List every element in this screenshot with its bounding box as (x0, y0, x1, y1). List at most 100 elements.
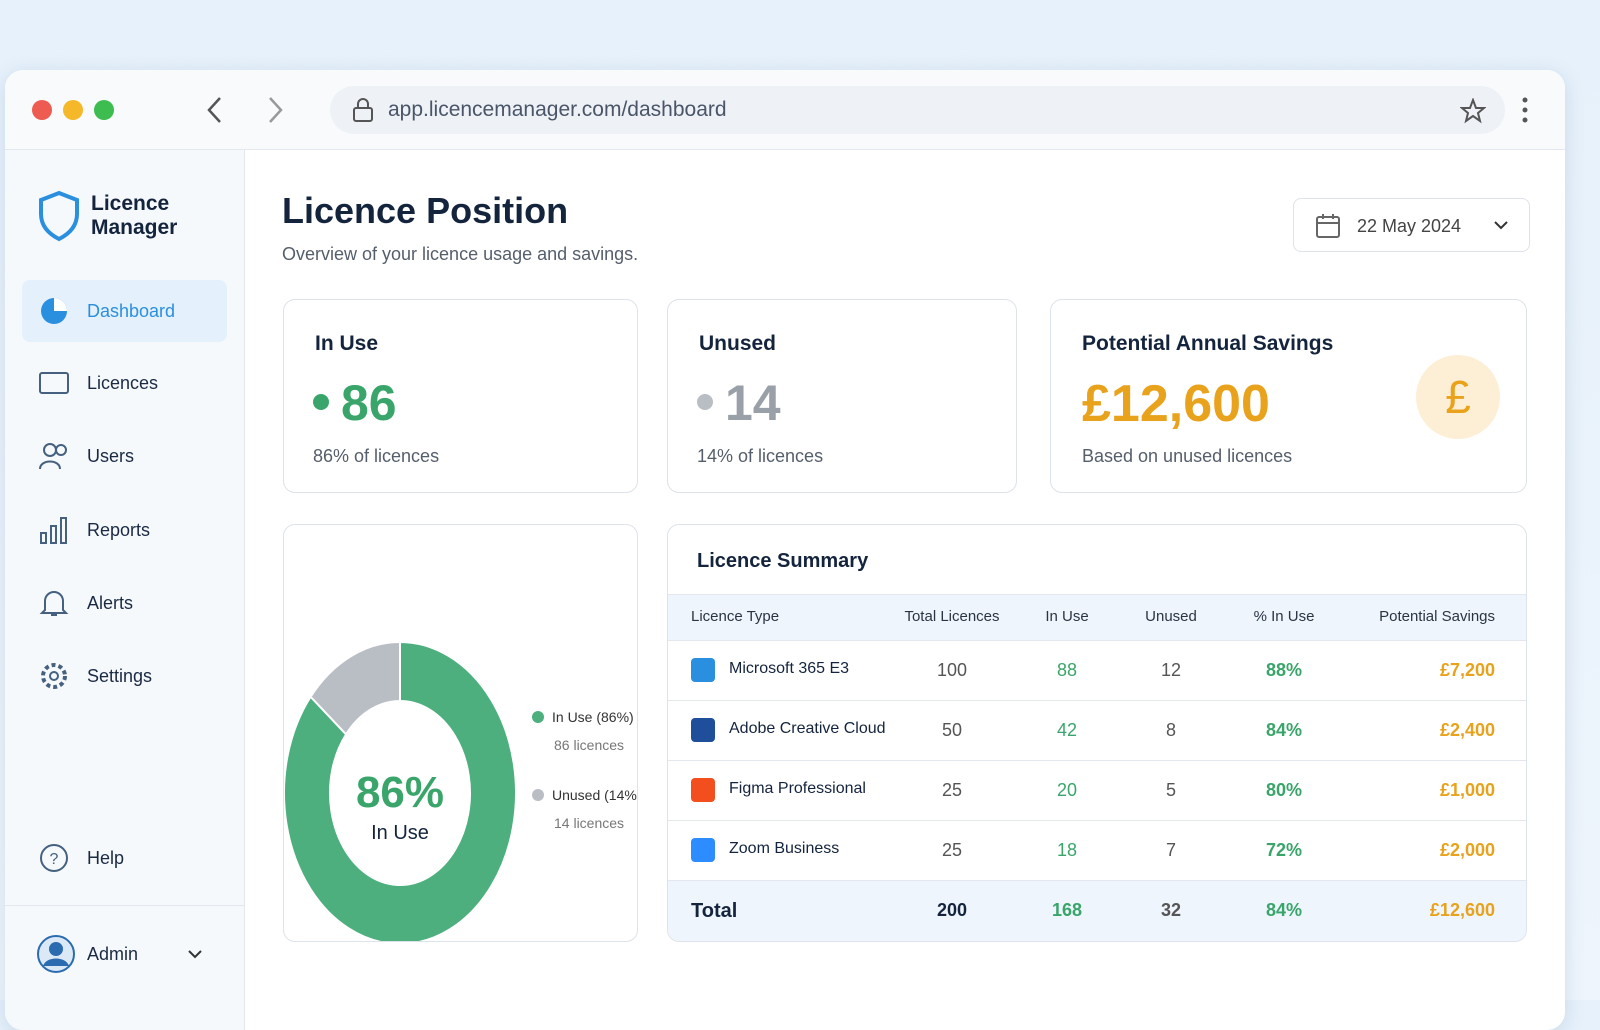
table-cell: £7,200 (1439, 660, 1495, 680)
browser-bar: app.licencemanager.com/dashboard (5, 70, 1565, 150)
chart-card: In Use (86%) 86 licences Unused (14%) 14 li… (283, 524, 638, 942)
table-row (668, 820, 1526, 880)
total-cell: 200 (936, 900, 968, 920)
divider (5, 905, 245, 906)
app-icon (691, 838, 715, 862)
help-label: Help (87, 848, 125, 868)
card-title: Unused (699, 332, 777, 355)
donut-segment (309, 640, 401, 736)
column-header: % In Use (1253, 608, 1315, 625)
table-cell: 88 (1056, 660, 1078, 680)
total-cell: 168 (1051, 900, 1083, 920)
user-name: Admin (87, 944, 139, 964)
nav-label: Reports (87, 520, 151, 540)
url-text: app.licencemanager.com/dashboard (388, 98, 727, 121)
table-cell: 72% (1265, 840, 1303, 860)
app-icon (691, 658, 715, 682)
close-button[interactable] (32, 100, 52, 120)
table-cell: £2,000 (1439, 840, 1495, 860)
total-cell: 32 (1160, 900, 1182, 920)
donut-chart: In Use (86%) 86 licences Unused (14%) 14 li… (284, 640, 638, 941)
status-dot (313, 394, 329, 410)
page-title: Licence Position (282, 190, 569, 231)
browser-window: app.licencemanager.com/dashboard Licence… (5, 70, 1565, 1030)
user-menu[interactable]: Admin (22, 923, 227, 985)
app-icon (691, 778, 715, 802)
date-picker[interactable]: 22 May 2024 (1293, 198, 1530, 252)
table-row (668, 640, 1526, 700)
back-button[interactable] (205, 96, 225, 124)
logo-icon (39, 190, 79, 242)
nav-label: Dashboard (87, 301, 176, 321)
card-note: 14% of licences (697, 446, 824, 466)
menu-button[interactable] (1520, 96, 1530, 124)
table-header (668, 594, 1526, 640)
minimize-button[interactable] (63, 100, 83, 120)
lock-icon (353, 98, 373, 122)
nav-item[interactable]: Settings (22, 645, 227, 707)
sidebar: Licence Manager Dashboard Licences Users… (5, 150, 245, 1030)
stat-card: In Use 86 86% of licences (283, 299, 638, 493)
column-header: Unused (1145, 608, 1197, 625)
status-dot (697, 394, 713, 410)
nav-item[interactable]: Reports (22, 499, 227, 561)
total-cell: 84% (1265, 900, 1303, 920)
donut-center-label: In Use (371, 822, 429, 844)
stat-card: Unused 14 14% of licences (667, 299, 1017, 493)
table-card: Licence Summary Licence Type Total Licenc… (667, 524, 1527, 942)
bookmark-star[interactable] (1460, 98, 1486, 124)
currency-icon: £ (1416, 355, 1500, 439)
table-cell: 18 (1056, 840, 1078, 860)
licence-name: Adobe Creative Cloud (729, 720, 886, 737)
column-header: Licence Type (691, 608, 780, 625)
donut-center-value: 86% (356, 768, 444, 817)
date-text: 22 May 2024 (1357, 216, 1462, 236)
table-cell: 20 (1056, 780, 1078, 800)
nav-item[interactable]: Licences (22, 352, 227, 414)
total-cell: Total (691, 900, 738, 922)
table-cell: 50 (941, 720, 963, 740)
svg-text:?: ? (50, 851, 59, 868)
card-title: In Use (315, 332, 379, 355)
table-cell: 12 (1160, 660, 1182, 680)
help-item[interactable]: ? Help (22, 827, 227, 889)
table-title: Licence Summary (697, 550, 869, 572)
column-header: Potential Savings (1379, 608, 1495, 625)
table-cell: £2,400 (1439, 720, 1495, 740)
table-cell: 25 (941, 840, 963, 860)
table-row (668, 700, 1526, 760)
brand-name: Licence Manager (91, 192, 178, 239)
table-cell: 5 (1165, 780, 1176, 800)
forward-button[interactable] (265, 96, 285, 124)
licence-name: Figma Professional (729, 780, 866, 797)
nav-item[interactable]: Dashboard (22, 280, 227, 342)
table-cell: 100 (936, 660, 968, 680)
legend-label: Unused (14%) (552, 787, 638, 803)
table-row (668, 760, 1526, 820)
nav-label: Alerts (87, 593, 134, 613)
maximize-button[interactable] (94, 100, 114, 120)
address-bar[interactable]: app.licencemanager.com/dashboard (330, 86, 1505, 134)
nav-item[interactable]: Users (22, 425, 227, 487)
card-note: 86% of licences (313, 446, 440, 466)
card-value: 14 (725, 375, 781, 431)
table-cell: 80% (1265, 780, 1303, 800)
licence-name: Zoom Business (729, 840, 840, 857)
card-note: Based on unused licences (1082, 446, 1293, 466)
nav-item[interactable]: Alerts (22, 572, 227, 634)
nav-label: Settings (87, 666, 153, 686)
legend-detail: 14 licences (554, 815, 624, 831)
legend-dot (532, 711, 544, 723)
table-cell: 42 (1056, 720, 1078, 740)
card-value: £12,600 (1082, 375, 1270, 433)
nav-label: Licences (87, 373, 159, 393)
total-cell: £12,600 (1429, 900, 1495, 920)
total-row (668, 880, 1526, 941)
table-cell: 8 (1165, 720, 1176, 740)
legend-dot (532, 789, 544, 801)
table-cell: £1,000 (1439, 780, 1495, 800)
table-cell: 84% (1265, 720, 1303, 740)
table-cell: 88% (1265, 660, 1303, 680)
column-header: In Use (1045, 608, 1089, 625)
